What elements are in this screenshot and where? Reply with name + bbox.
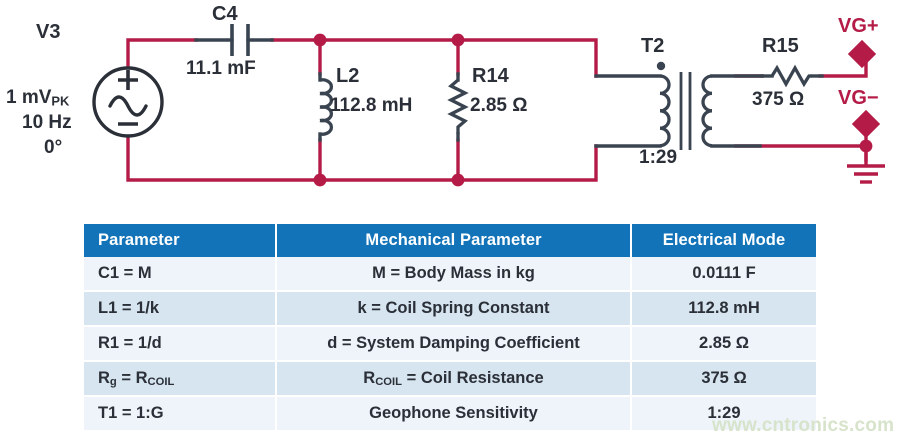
- wire-source-to-c4: [126, 38, 198, 70]
- rcoil-subscript: COIL: [147, 376, 175, 389]
- cell-mechanical: k = Coil Spring Constant: [275, 291, 632, 327]
- resistor-r14-value-label: 2.85 Ω: [470, 95, 528, 116]
- cell-electrical: 112.8 mH: [630, 291, 816, 327]
- cell-electrical: 0.0111 F: [630, 257, 816, 292]
- table-row: L1 = 1/k k = Coil Spring Constant 112.8 …: [84, 291, 816, 327]
- junction-dot: [451, 33, 465, 47]
- resistor-r14-ref-label: R14: [472, 65, 509, 87]
- transformer-t2-ref-label: T2: [641, 35, 665, 57]
- resistor-r15-symbol: [770, 64, 812, 88]
- wire-bottom-rail-to-transformer: [456, 144, 598, 182]
- rcoil-definition: = Coil Resistance: [402, 369, 544, 387]
- table-row: C1 = M M = Body Mass in kg 0.0111 F: [84, 257, 816, 292]
- table-row: R1 = 1/d d = System Damping Coefficient …: [84, 326, 816, 362]
- junction-dot: [313, 33, 327, 47]
- source-frequency-label: 10 Hz: [22, 112, 72, 133]
- rg-equals: = R: [116, 369, 148, 387]
- inductor-l2-value-label: 112.8 mH: [330, 95, 413, 116]
- transformer-polarity-dot: [656, 61, 666, 71]
- cell-parameter: T1 = 1:G: [84, 396, 277, 433]
- vg-plus-label: VG+: [838, 15, 879, 37]
- resistor-r15-value-label: 375 Ω: [752, 89, 805, 110]
- table-row: T1 = 1:G Geophone Sensitivity 1:29: [84, 396, 816, 433]
- ac-source-symbol: [92, 66, 164, 138]
- source-amplitude-value: 1 mV: [6, 87, 52, 108]
- vg-plus-terminal-diamond: [847, 39, 877, 69]
- cell-electrical: 1:29: [630, 396, 816, 433]
- column-header-electrical: Electrical Mode: [630, 224, 816, 257]
- junction-dot: [451, 173, 465, 187]
- inductor-l2-symbol: [319, 78, 334, 136]
- inductor-l2-ref-label: L2: [336, 65, 360, 87]
- wire-source-to-bottom-rail: [126, 134, 322, 182]
- cell-parameter: L1 = 1/k: [84, 291, 277, 327]
- rcoil-symbol: R: [363, 369, 376, 387]
- resistor-r15-ref-label: R15: [762, 35, 799, 57]
- column-header-mechanical: Mechanical Parameter: [275, 224, 632, 257]
- vg-minus-terminal-diamond: [851, 109, 881, 139]
- source-ref-label: V3: [36, 21, 61, 43]
- cell-parameter: C1 = M: [84, 257, 277, 292]
- cell-mechanical: M = Body Mass in kg: [275, 257, 632, 292]
- component-leads: [194, 38, 824, 148]
- cell-electrical: 375 Ω: [630, 361, 816, 398]
- cell-mechanical: RCOIL = Coil Resistance: [275, 361, 632, 398]
- wire-node-r14-to-transformer-top: [456, 38, 598, 78]
- cell-mechanical: Geophone Sensitivity: [275, 396, 632, 433]
- cell-parameter: Rg = RCOIL: [84, 361, 277, 398]
- transformer-t2-symbol: [656, 61, 713, 150]
- capacitor-c4-ref-label: C4: [212, 3, 238, 25]
- cell-electrical: 2.85 Ω: [630, 326, 816, 362]
- source-amplitude-label: 1 mVPK: [6, 88, 69, 108]
- junction-dot: [313, 173, 327, 187]
- table-header-row: Parameter Mechanical Parameter Electrica…: [84, 224, 816, 257]
- source-amplitude-subscript: PK: [51, 93, 70, 109]
- rg-symbol: R: [98, 369, 110, 387]
- transformer-t2-ratio-label: 1:29: [639, 147, 678, 168]
- watermark: www.cntronics.com: [712, 415, 895, 436]
- rg-subscript: g: [109, 376, 117, 389]
- ground-symbol: [847, 146, 885, 184]
- source-phase-label: 0°: [44, 137, 63, 158]
- resistor-r14-symbol: [447, 78, 469, 134]
- capacitor-c4-symbol: [230, 24, 250, 56]
- table-row: Rg = RCOIL RCOIL = Coil Resistance 375 Ω: [84, 361, 816, 398]
- transformer-core: [679, 72, 692, 150]
- capacitor-c4-value-label: 11.1 mF: [186, 58, 256, 79]
- column-header-parameter: Parameter: [84, 224, 277, 257]
- circuit-schematic: [92, 24, 885, 187]
- cell-parameter: R1 = 1/d: [84, 326, 277, 362]
- terminal-markers: [847, 39, 881, 139]
- parameter-table: Parameter Mechanical Parameter Electrica…: [84, 224, 816, 433]
- cell-mechanical: d = System Damping Coefficient: [275, 326, 632, 362]
- rcoil-subscript-2: COIL: [375, 376, 403, 389]
- vg-minus-label: VG−: [838, 87, 879, 109]
